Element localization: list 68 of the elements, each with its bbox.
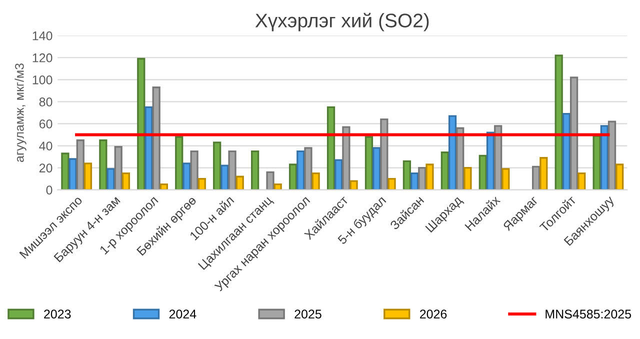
bar [288,164,298,190]
bar [266,171,274,190]
chart-title: Хүхэрлэг хий (SO2) [255,12,429,32]
bar [364,136,374,190]
bar [350,180,358,190]
bar [213,142,222,190]
y-tick-label: 80 [39,98,52,106]
y-tick-label: 100 [32,75,52,84]
bar [106,168,115,190]
legend-label: 2026 [420,310,447,318]
y-tick-label: 20 [39,164,52,172]
y-tick-label: 140 [32,31,52,40]
y-tick-label: 0 [46,186,52,194]
bar [440,152,449,190]
bar [616,164,624,190]
bar [160,183,168,190]
bar [502,168,510,190]
bar [342,126,350,190]
bar [137,58,146,190]
bar [326,106,336,190]
legend-label: 2024 [169,310,196,318]
bar [456,127,464,190]
bar [540,157,548,190]
bar [478,154,487,190]
bar [152,86,160,190]
bar [175,136,184,190]
bar [274,183,282,190]
bar [380,118,388,190]
bar [76,139,84,190]
bar [198,178,206,190]
bar [426,164,434,190]
bar [236,176,244,190]
legend-label: 2025 [294,310,322,318]
legend-label: 2023 [44,310,71,318]
bar [190,150,198,190]
bar [570,76,578,190]
bar [122,172,130,190]
bar [418,166,426,190]
bar [388,178,396,190]
bar [304,147,312,190]
bar [312,172,320,190]
legend-label: MNS4585:2025 [546,310,632,318]
bar [61,152,70,190]
bar [464,166,472,190]
bar [182,162,191,190]
bar [251,150,260,190]
bar [402,160,412,190]
bar [554,54,563,190]
bar [84,162,92,190]
bar [114,146,122,190]
y-tick-label: 40 [39,142,52,150]
bar [228,150,236,190]
y-axis-title: агууламж, мкг/м3 [14,64,26,162]
bar [99,139,108,190]
bar [532,166,540,190]
bar [494,125,502,190]
bar [410,172,419,190]
bar [220,164,229,190]
bar [372,147,381,190]
bar [608,120,616,190]
bar [68,158,77,190]
y-tick-label: 120 [32,53,52,62]
bar [334,159,343,190]
bar [578,172,586,190]
bar [296,150,305,190]
bar [144,106,153,190]
bar [592,135,601,190]
y-tick-label: 60 [39,120,52,128]
